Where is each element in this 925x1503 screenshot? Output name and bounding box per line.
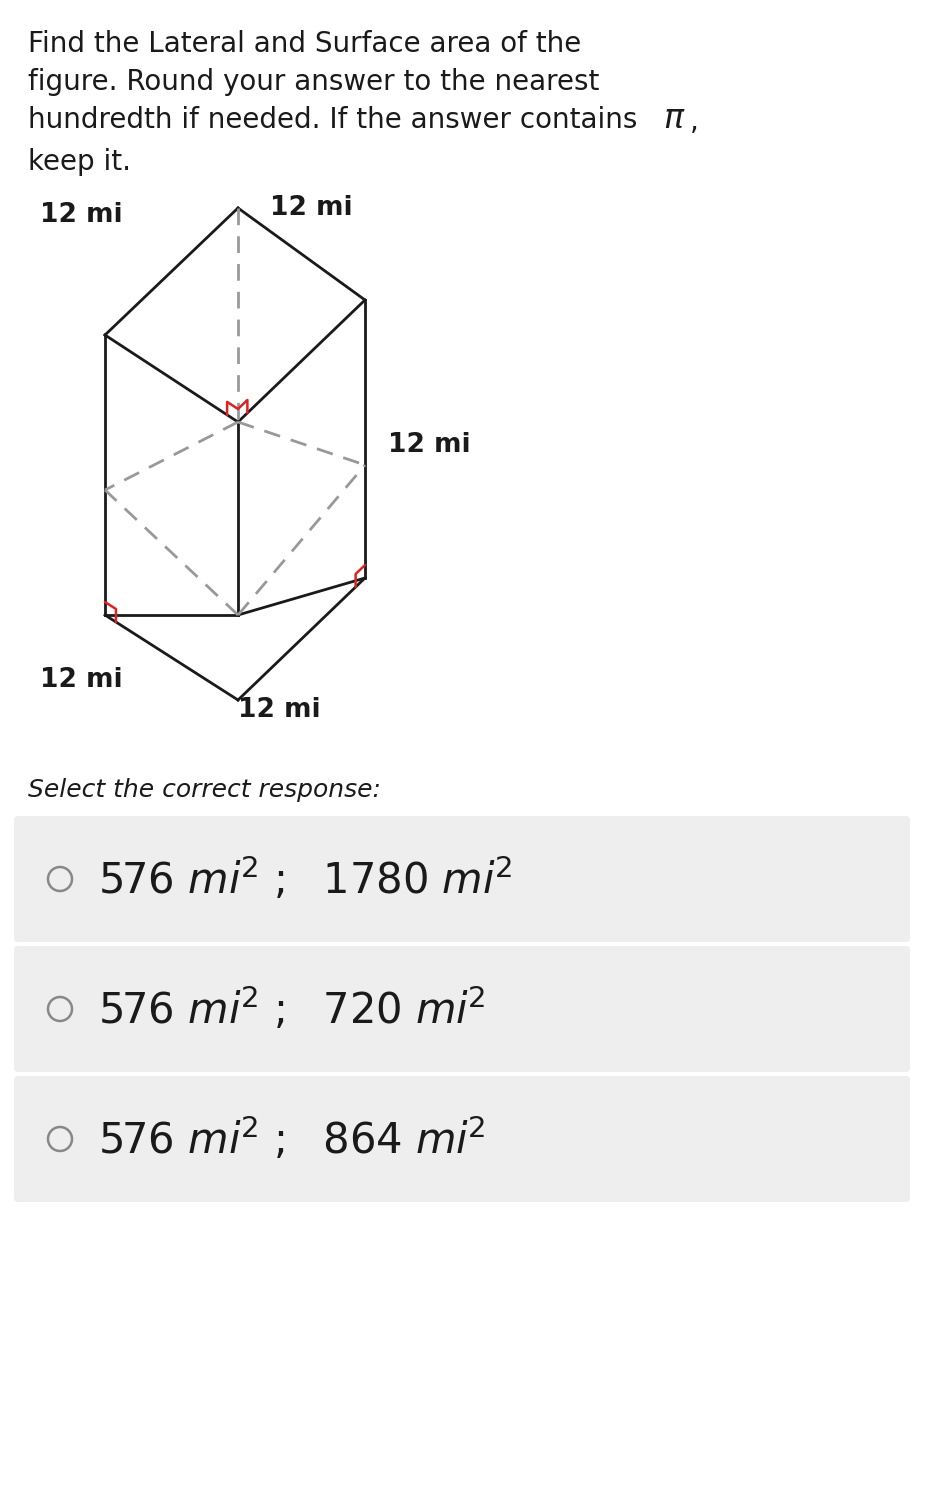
FancyBboxPatch shape bbox=[14, 816, 910, 942]
Text: Select the correct response:: Select the correct response: bbox=[28, 779, 381, 803]
FancyBboxPatch shape bbox=[14, 945, 910, 1072]
Text: π: π bbox=[663, 102, 684, 135]
Text: keep it.: keep it. bbox=[28, 147, 131, 176]
Text: 12 mi: 12 mi bbox=[270, 195, 352, 221]
Text: $\it{576}$ $\it{mi}$$^{\it{2}}$$\it{\ ;\ \ }$$\it{1780}$ $\it{mi}$$^{\it{2}}$: $\it{576}$ $\it{mi}$$^{\it{2}}$$\it{\ ;\… bbox=[98, 855, 512, 903]
Text: $\it{576}$ $\it{mi}$$^{\it{2}}$$\it{\ ;\ \ }$$\it{720}$ $\it{mi}$$^{\it{2}}$: $\it{576}$ $\it{mi}$$^{\it{2}}$$\it{\ ;\… bbox=[98, 986, 486, 1033]
Text: figure. Round your answer to the nearest: figure. Round your answer to the nearest bbox=[28, 68, 599, 96]
Text: $\it{576}$ $\it{mi}$$^{\it{2}}$$\it{\ ;\ \ }$$\it{864}$ $\it{mi}$$^{\it{2}}$: $\it{576}$ $\it{mi}$$^{\it{2}}$$\it{\ ;\… bbox=[98, 1115, 486, 1163]
Text: 12 mi: 12 mi bbox=[388, 431, 471, 458]
Text: 12 mi: 12 mi bbox=[238, 697, 321, 723]
Text: Find the Lateral and Surface area of the: Find the Lateral and Surface area of the bbox=[28, 30, 581, 59]
Text: 12 mi: 12 mi bbox=[40, 201, 123, 228]
FancyBboxPatch shape bbox=[14, 1076, 910, 1202]
Text: ,: , bbox=[690, 108, 699, 135]
Text: hundredth if needed. If the answer contains: hundredth if needed. If the answer conta… bbox=[28, 107, 647, 134]
Text: 12 mi: 12 mi bbox=[40, 667, 123, 693]
